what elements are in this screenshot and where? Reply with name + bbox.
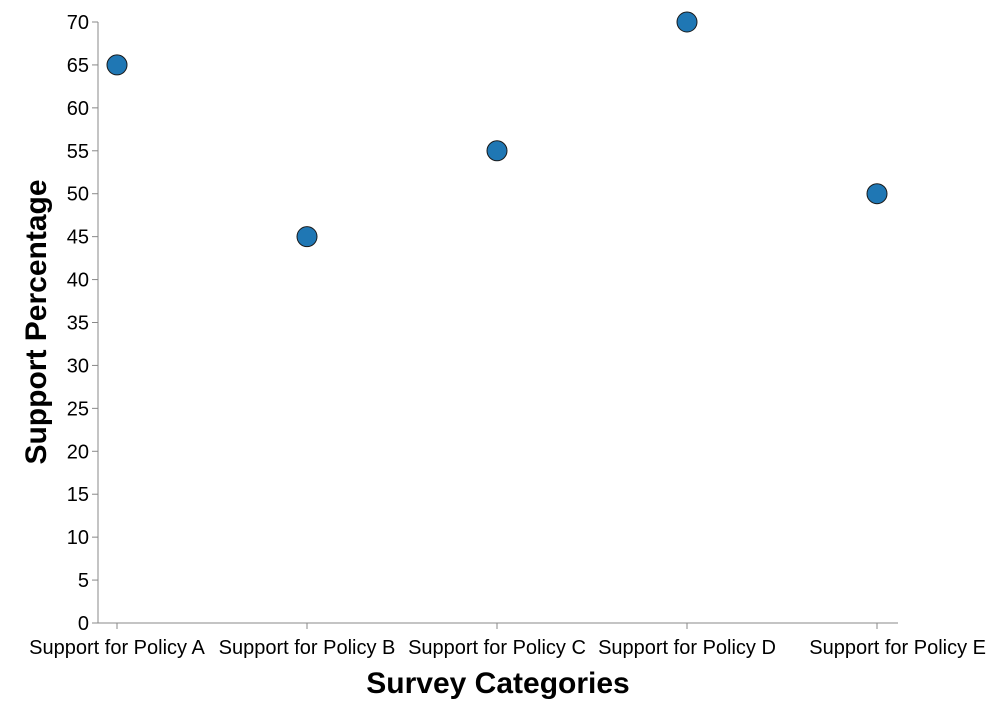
data-point [486, 140, 508, 162]
x-ticks: Support for Policy A Support for Policy B… [29, 623, 986, 659]
y-tick-label: 10 [67, 527, 89, 549]
y-tick-label: 65 [67, 55, 89, 77]
data-point [866, 183, 888, 205]
x-tick-label: Support for Policy D [598, 637, 776, 659]
y-tick-label: 60 [67, 98, 89, 120]
x-tick-label: Support for Policy A [29, 637, 205, 659]
y-tick-label: 70 [67, 12, 89, 34]
y-axis: 0 5 10 15 20 25 30 35 40 45 50 55 60 65 70 [67, 12, 99, 635]
data-points [106, 11, 888, 248]
x-tick-label: Support for Policy B [219, 637, 396, 659]
y-tick-label: 15 [67, 484, 89, 506]
y-tick-label: 55 [67, 141, 89, 163]
y-tick-label: 20 [67, 441, 89, 463]
y-tick-label: 25 [67, 398, 89, 420]
y-tick-label: 35 [67, 313, 89, 335]
x-tick-label: Support for Policy E [809, 637, 986, 659]
x-axis: Support for Policy A Support for Policy B… [29, 622, 986, 659]
y-tick-label: 50 [67, 184, 89, 206]
y-tick-label: 40 [67, 270, 89, 292]
y-axis-title: Support Percentage [20, 179, 53, 464]
data-point [676, 11, 698, 33]
y-tick-label: 0 [78, 613, 89, 635]
data-point [296, 226, 318, 248]
y-tick-label: 45 [67, 227, 89, 249]
y-tick-label: 5 [78, 570, 89, 592]
x-axis-title: Survey Categories [366, 667, 629, 700]
data-point [106, 54, 128, 76]
x-tick-label: Support for Policy C [408, 637, 586, 659]
y-ticks: 0 5 10 15 20 25 30 35 40 45 50 55 60 65 70 [67, 12, 98, 635]
y-tick-label: 30 [67, 355, 89, 377]
